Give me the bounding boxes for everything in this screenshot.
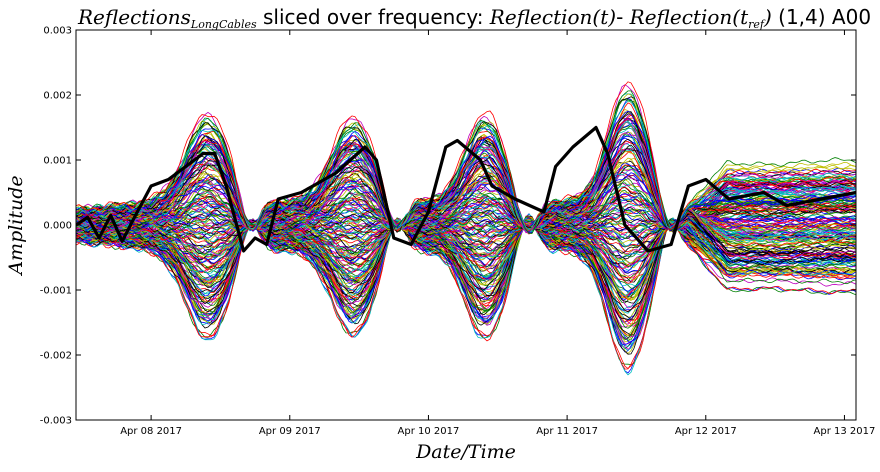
title-part2: sliced over frequency: [257, 5, 490, 29]
series-line [76, 221, 856, 274]
series-line [76, 114, 856, 248]
series-line [76, 168, 856, 231]
series-line [76, 196, 856, 266]
y-tick-label: -0.003 [40, 416, 72, 427]
title-part7: (1,4) A00 [772, 5, 871, 29]
series-line [76, 219, 856, 284]
title-part1-sub: LongCables [190, 18, 257, 31]
x-tick-label: Apr 13 2017 [814, 426, 876, 437]
series-line [76, 196, 856, 229]
y-axis: 0.003 0.002 0.001 0.000 -0.001 -0.002 -0.003 [40, 26, 856, 427]
x-tick-label: Apr 09 2017 [259, 426, 321, 437]
y-tick-label: 0.001 [43, 156, 72, 167]
series-line [76, 202, 856, 239]
y-tick-label: 0.003 [43, 26, 72, 37]
highlight-series-line [76, 125, 856, 253]
series-line [76, 167, 856, 231]
series-line [76, 110, 856, 233]
x-tick-label: Apr 10 2017 [398, 426, 460, 437]
series-line [76, 203, 856, 237]
highlight-layer [76, 125, 856, 253]
title-part4: - [616, 5, 630, 29]
y-tick-label: -0.001 [40, 286, 72, 297]
y-tick-label: 0.002 [43, 91, 72, 102]
series-line [76, 219, 856, 301]
series-line [76, 141, 856, 229]
series-line [76, 172, 856, 237]
y-axis-label: Amplitude [5, 175, 27, 276]
title-part5: Reflection(t [629, 5, 749, 29]
series-line [76, 84, 856, 260]
svg-text:ReflectionsLongCables sliced o: ReflectionsLongCables sliced over freque… [77, 5, 871, 31]
chart-title: ReflectionsLongCables sliced over freque… [77, 5, 871, 31]
y-tick-label: -0.002 [40, 351, 72, 362]
series-line [76, 184, 856, 230]
series-line [76, 220, 856, 279]
series-line [76, 100, 856, 231]
x-axis-label: Date/Time [415, 441, 516, 463]
x-tick-label: Apr 08 2017 [120, 426, 182, 437]
series-line [76, 203, 856, 260]
series-line [76, 186, 856, 231]
series-line [76, 151, 856, 233]
series-line [76, 151, 856, 234]
series-line [76, 219, 856, 285]
series-line [76, 162, 856, 230]
x-axis: Apr 08 2017 Apr 09 2017 Apr 10 2017 Apr 11 … [120, 30, 875, 437]
series-line [76, 206, 856, 230]
series-line [76, 111, 856, 256]
title-part5-sub: ref [748, 18, 766, 31]
series-layer [76, 81, 856, 376]
series-line [76, 167, 856, 231]
series-line [76, 197, 856, 268]
series-line [76, 187, 856, 229]
series-line [76, 120, 856, 239]
title-part3: Reflection(t) [489, 5, 616, 29]
y-tick-label: 0.000 [43, 221, 72, 232]
title-part6: ) [763, 5, 772, 29]
x-tick-label: Apr 12 2017 [675, 426, 737, 437]
series-line [76, 220, 856, 276]
title-part1: Reflections [77, 5, 191, 29]
series-line [76, 217, 856, 297]
x-tick-label: Apr 11 2017 [536, 426, 598, 437]
series-line [76, 135, 856, 266]
